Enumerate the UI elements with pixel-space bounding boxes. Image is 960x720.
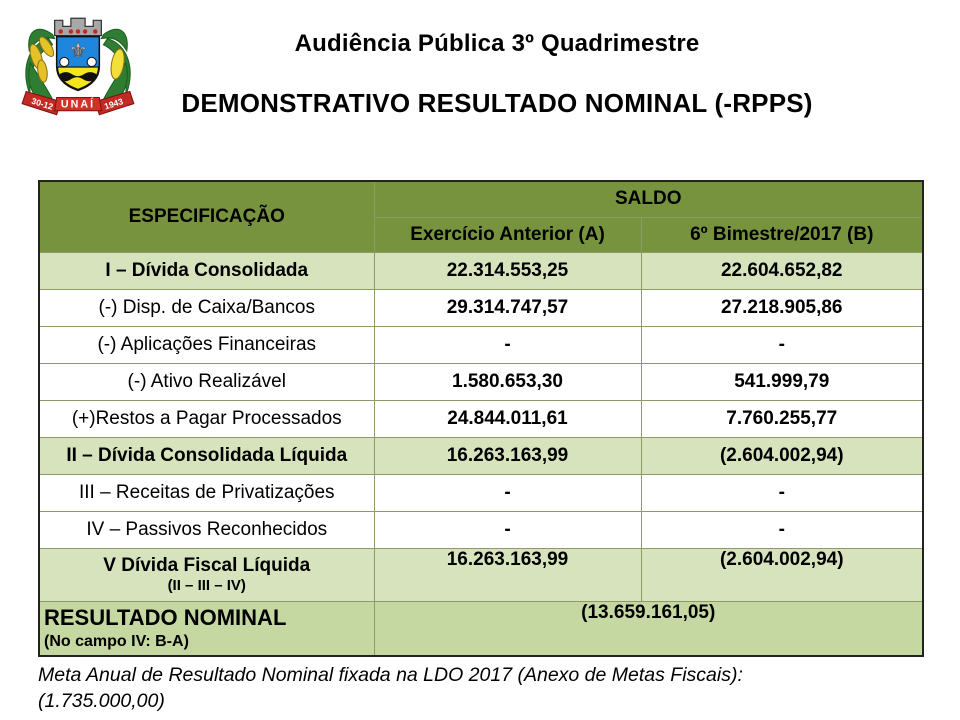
resultado-nominal-label: RESULTADO NOMINAL [44,605,287,631]
mural-crown [54,17,102,37]
ribbon-center-text: UNAÍ [61,98,95,111]
header-row-saldo: ESPECIFICAÇÃO SALDO [38,180,924,253]
table-row-disp-caixa: (-) Disp. de Caixa/Bancos 29.314.747,57 … [38,288,924,327]
col-header-6-bimestre: 6º Bimestre/2017 (B) [640,216,924,253]
ribbon-banner: 30-12 1943 UNAÍ [21,90,135,116]
unai-coat-of-arms: ⚜ 30-12 1943 UNAÍ [14,8,142,120]
table-row-divida-consolidada: I – Dívida Consolidada 22.314.553,25 22.… [38,251,924,290]
row-label: (-) Ativo Realizável [38,362,375,401]
fleur-de-lis-icon: ⚜ [68,39,87,63]
table-row-receitas-privatizacoes: III – Receitas de Privatizações - - [38,473,924,512]
col-header-especificacao: ESPECIFICAÇÃO [38,180,375,253]
resultado-nominal-sublabel: (No campo IV: B-A) [44,632,189,650]
value-b: - [640,473,924,512]
row-label: V Dívida Fiscal Líquida (II – III – IV) [38,547,375,602]
col-header-exercicio-anterior: Exercício Anterior (A) [373,216,642,253]
row-label: (-) Disp. de Caixa/Bancos [38,288,375,327]
row-label-sub: (II – III – IV) [167,576,246,594]
coat-of-arms-graphic: ⚜ 30-12 1943 UNAÍ [21,17,135,116]
table-row-passivos-reconhecidos: IV – Passivos Reconhecidos - - [38,510,924,549]
value-b: 27.218.905,86 [640,288,924,327]
resultado-nominal-value: (13.659.161,05) [373,600,924,657]
value-a: 29.314.747,57 [373,288,642,327]
value-a: 22.314.553,25 [373,251,642,290]
value-a: - [373,325,642,364]
table-row-divida-fiscal-liquida: V Dívida Fiscal Líquida (II – III – IV) … [38,547,924,602]
col-header-saldo: SALDO [373,180,924,218]
row-label: II – Dívida Consolidada Líquida [38,436,375,475]
value-b: 541.999,79 [640,362,924,401]
value-a: - [373,510,642,549]
slide-subtitle: DEMONSTRATIVO RESULTADO NOMINAL (-RPPS) [181,88,813,118]
value-a: 24.844.011,61 [373,399,642,438]
value-a: 16.263.163,99 [373,547,642,602]
row-label: IV – Passivos Reconhecidos [38,510,375,549]
value-a: - [373,473,642,512]
value-a: 1.580.653,30 [373,362,642,401]
value-a: 16.263.163,99 [373,436,642,475]
value-b: (2.604.002,94) [640,547,924,602]
value-b: (2.604.002,94) [640,436,924,475]
table-row-divida-consolidada-liquida: II – Dívida Consolidada Líquida 16.263.1… [38,436,924,475]
row-label-main: V Dívida Fiscal Líquida [103,554,311,576]
table-row-resultado-nominal: RESULTADO NOMINAL (No campo IV: B-A) (13… [38,600,924,657]
meta-anual-line2: (1.735.000,00) [38,690,165,713]
value-b: - [640,510,924,549]
row-label: (-) Aplicações Financeiras [38,325,375,364]
row-label: RESULTADO NOMINAL (No campo IV: B-A) [38,600,375,657]
row-label: I – Dívida Consolidada [38,251,375,290]
meta-anual-line1: Meta Anual de Resultado Nominal fixada n… [38,664,743,686]
header-row-periods: Exercício Anterior (A) 6º Bimestre/2017 … [39,216,924,253]
row-label: (+)Restos a Pagar Processados [38,399,375,438]
table-row-restos-a-pagar: (+)Restos a Pagar Processados 24.844.011… [38,399,924,438]
table-row-ativo-realizavel: (-) Ativo Realizável 1.580.653,30 541.99… [38,362,924,401]
row-label: III – Receitas de Privatizações [38,473,375,512]
value-b: 22.604.652,82 [640,251,924,290]
value-b: - [640,325,924,364]
table-row-aplicacoes-financeiras: (-) Aplicações Financeiras - - [38,325,924,364]
meta-anual-note: Meta Anual de Resultado Nominal fixada n… [38,662,938,715]
resultado-nominal-table: ESPECIFICAÇÃO SALDO Exercício Anterior (… [38,180,924,657]
value-b: 7.760.255,77 [640,399,924,438]
slide-title: Audiência Pública 3º Quadrimestre [294,30,700,57]
